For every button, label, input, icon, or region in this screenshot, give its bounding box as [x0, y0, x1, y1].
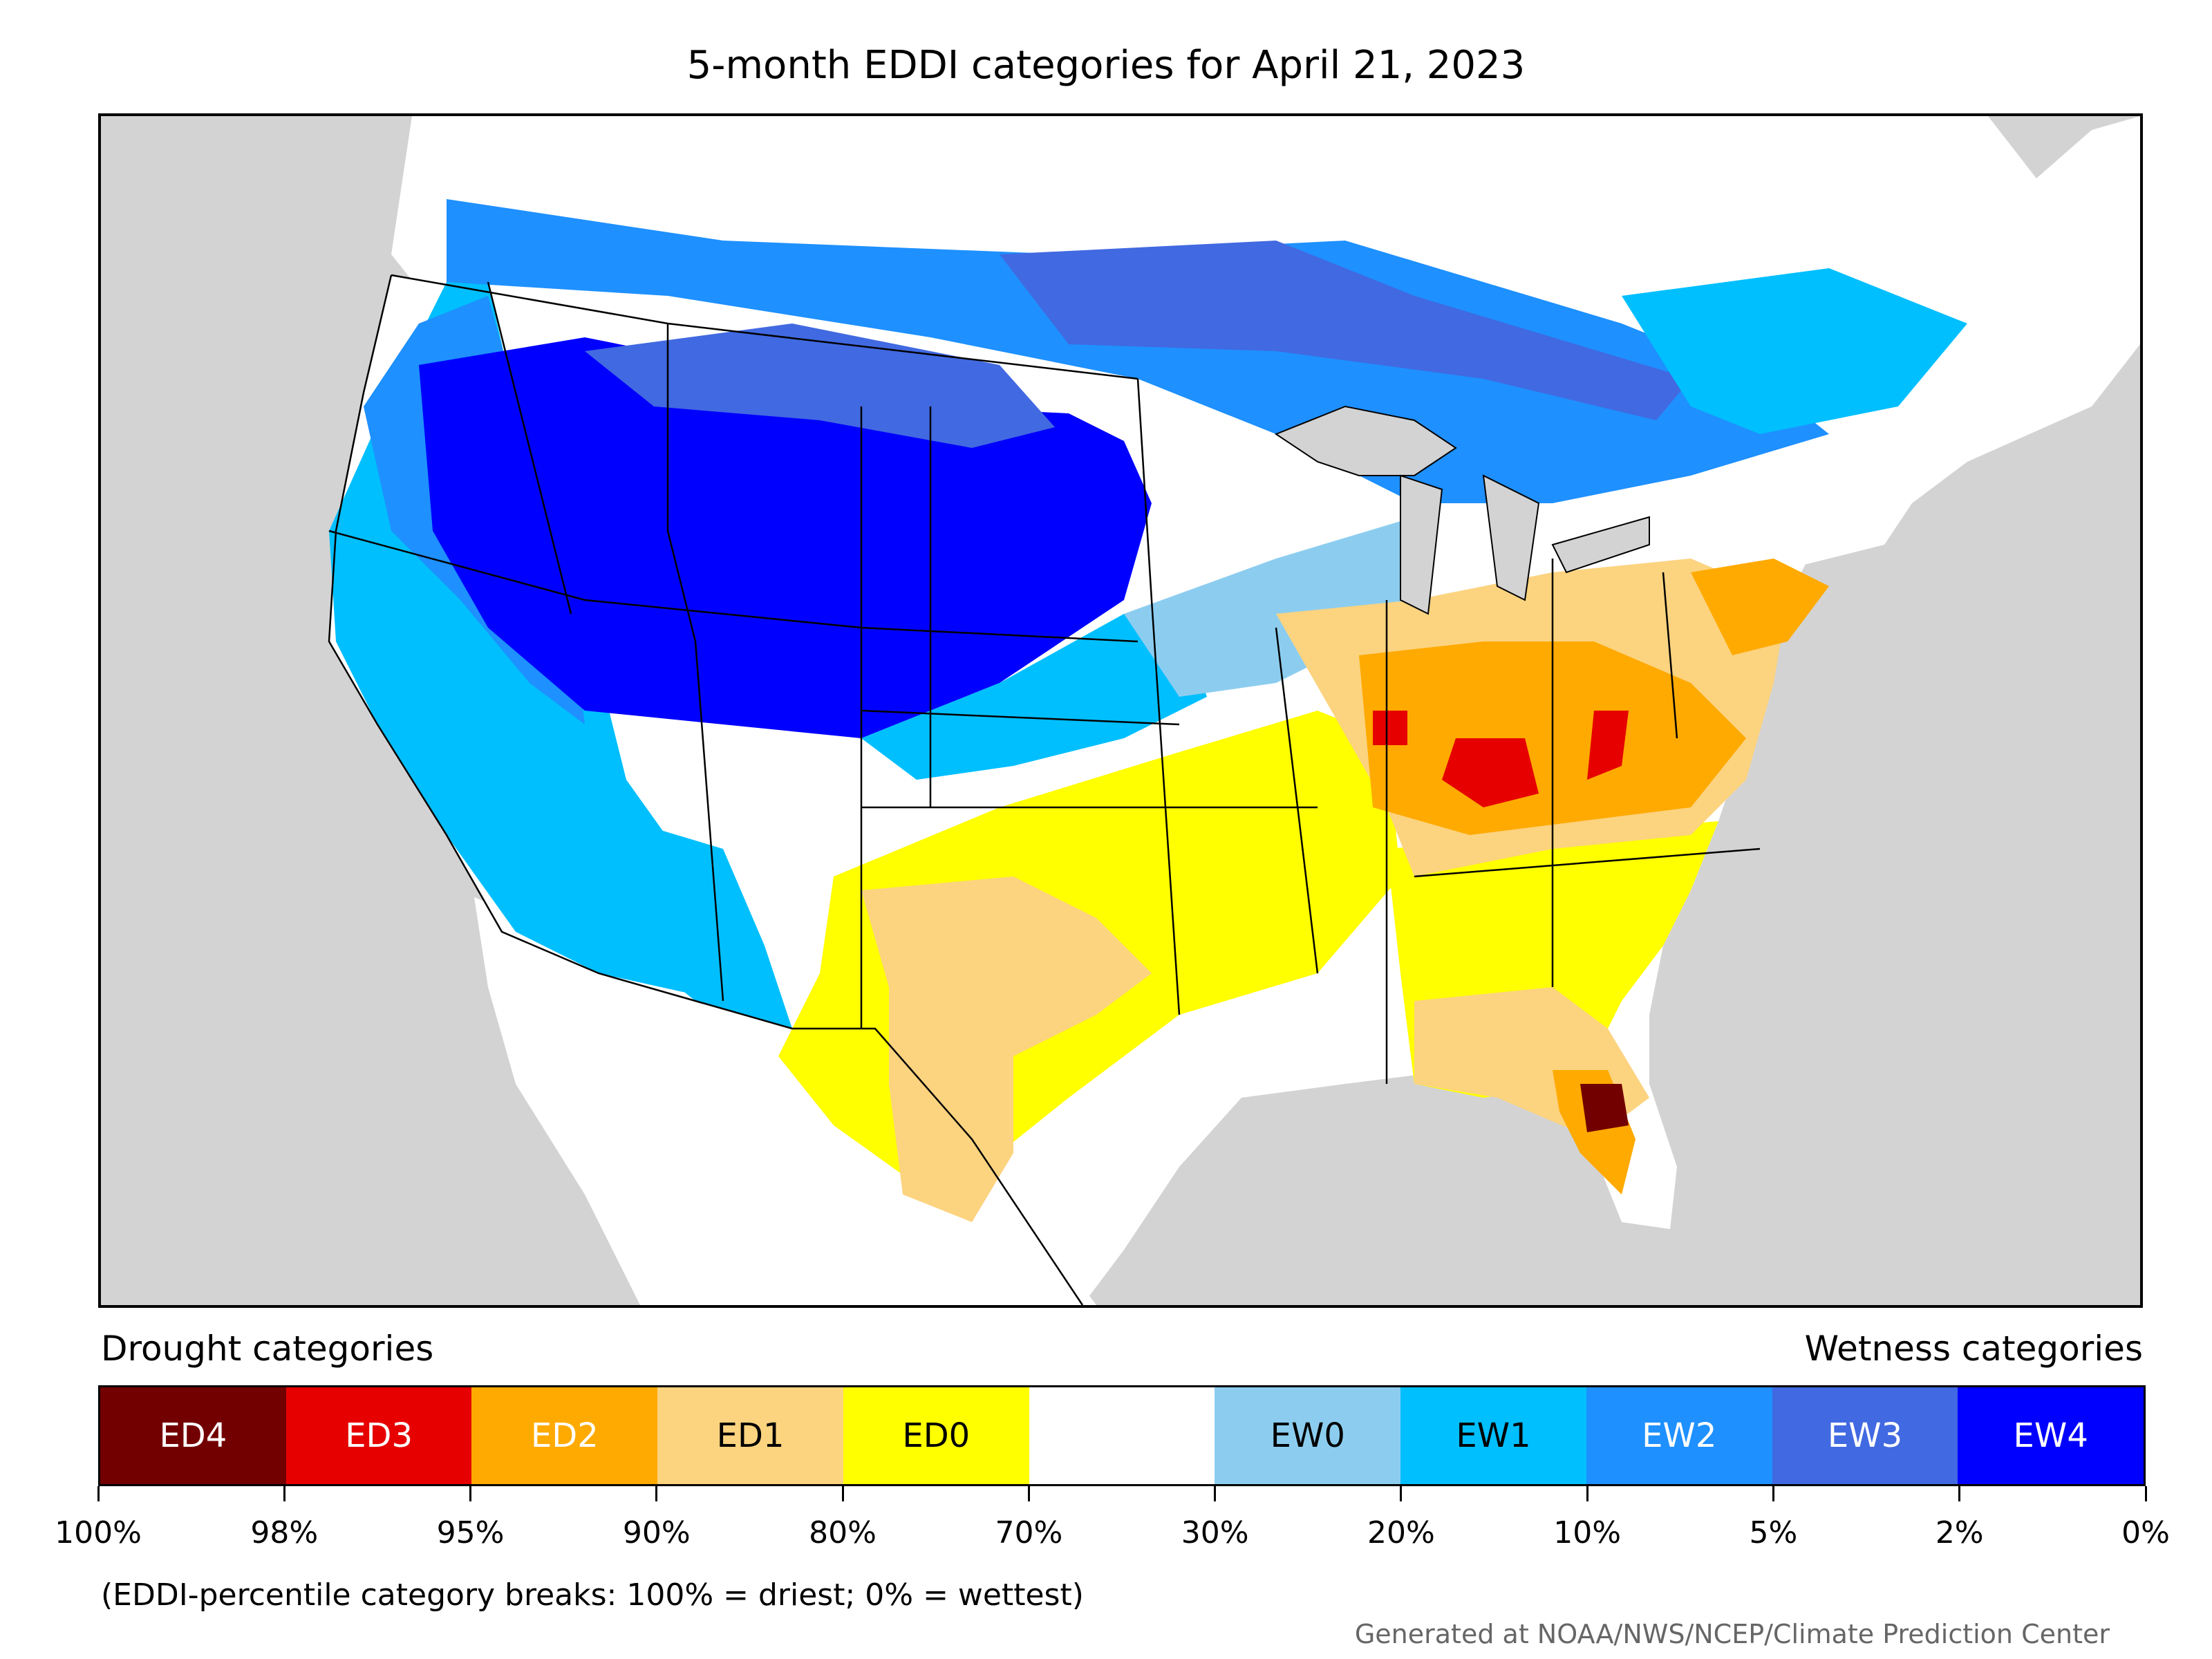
map-title: 5-month EDDI categories for April 21, 20… — [686, 43, 1526, 88]
colorbar-tick-label: 2% — [1935, 1515, 1984, 1550]
colorbar-cell-ed3: ED3 — [285, 1387, 472, 1484]
colorbar-tick — [655, 1486, 658, 1501]
ed3-kentucky — [1442, 738, 1539, 807]
great-lakes — [1274, 405, 1650, 615]
colorbar-tick — [841, 1486, 844, 1501]
ew3-canada — [1000, 241, 1691, 420]
ew1-east-canada — [1622, 268, 1967, 434]
colorbar-tick — [97, 1486, 100, 1501]
map-canvas — [328, 116, 2140, 1305]
colorbar-tick-label: 10% — [1553, 1515, 1622, 1550]
colorbar-tick-label: 100% — [55, 1515, 142, 1550]
colorbar-tick — [469, 1486, 472, 1501]
colorbar-cell-ew1: EW1 — [1400, 1387, 1586, 1484]
ed3-indiana — [1373, 711, 1407, 745]
colorbar-tick — [2144, 1486, 2147, 1501]
percentile-footnote: (EDDI-percentile category breaks: 100% =… — [101, 1577, 1084, 1613]
colorbar-tick-label: 0% — [2121, 1515, 2170, 1550]
category-colorbar: ED4 ED3 ED2 ED1 ED0 EW0 EW1 EW2 EW3 EW4 — [98, 1385, 2146, 1486]
ed1-texas-oklahoma — [861, 877, 1152, 1222]
colorbar-tick — [1214, 1486, 1217, 1501]
colorbar-cell-ed2: ED2 — [471, 1387, 658, 1484]
colorbar-tick-label: 20% — [1367, 1515, 1435, 1550]
colorbar-tick — [1400, 1486, 1403, 1501]
colorbar-cell-ew2: EW2 — [1586, 1387, 1772, 1484]
colorbar-cell-ew3: EW3 — [1772, 1387, 1958, 1484]
colorbar-cell-ed4: ED4 — [100, 1387, 286, 1484]
us-coastline — [328, 274, 1084, 1305]
colorbar-cell-ed1: ED1 — [657, 1387, 843, 1484]
ew1-plains — [861, 614, 1207, 780]
colorbar-tick — [1027, 1486, 1030, 1501]
ed2-northeast — [1691, 559, 1829, 655]
colorbar-cell-ew0: EW0 — [1215, 1387, 1401, 1484]
colorbar-tick-label: 30% — [1181, 1515, 1249, 1550]
ew0-plains — [1124, 517, 1414, 697]
state-boundaries — [328, 274, 1761, 1084]
colorbar-cell-neutral — [1029, 1387, 1215, 1484]
colorbar-tick — [1958, 1486, 1961, 1501]
colorbar-tick-label: 90% — [622, 1515, 691, 1550]
colorbar-tick — [1586, 1486, 1588, 1501]
ew1-southwest — [585, 807, 792, 1029]
colorbar-tick-label: 80% — [809, 1515, 877, 1550]
ew2-canada — [447, 199, 1829, 503]
wetness-categories-label: Wetness categories — [1804, 1329, 2143, 1369]
colorbar-tick-label: 70% — [995, 1515, 1063, 1550]
colorbar-cell-ew4: EW4 — [1958, 1387, 2144, 1484]
credit-line: Generated at NOAA/NWS/NCEP/Climate Predi… — [1354, 1619, 2110, 1649]
colorbar-tick — [1772, 1486, 1774, 1501]
colorbar-tick — [283, 1486, 285, 1501]
ed4-florida — [1580, 1084, 1629, 1132]
colorbar-tick-label: 98% — [250, 1515, 319, 1550]
drought-categories-label: Drought categories — [101, 1329, 434, 1369]
colorbar-cell-ed0: ED0 — [843, 1387, 1029, 1484]
colorbar-tick-label: 95% — [436, 1515, 505, 1550]
colorbar-ticks — [97, 1486, 2147, 1514]
eddi-map — [98, 113, 2143, 1308]
ed3-virginia — [1587, 711, 1629, 780]
colorbar-tick-label: 5% — [1749, 1515, 1798, 1550]
